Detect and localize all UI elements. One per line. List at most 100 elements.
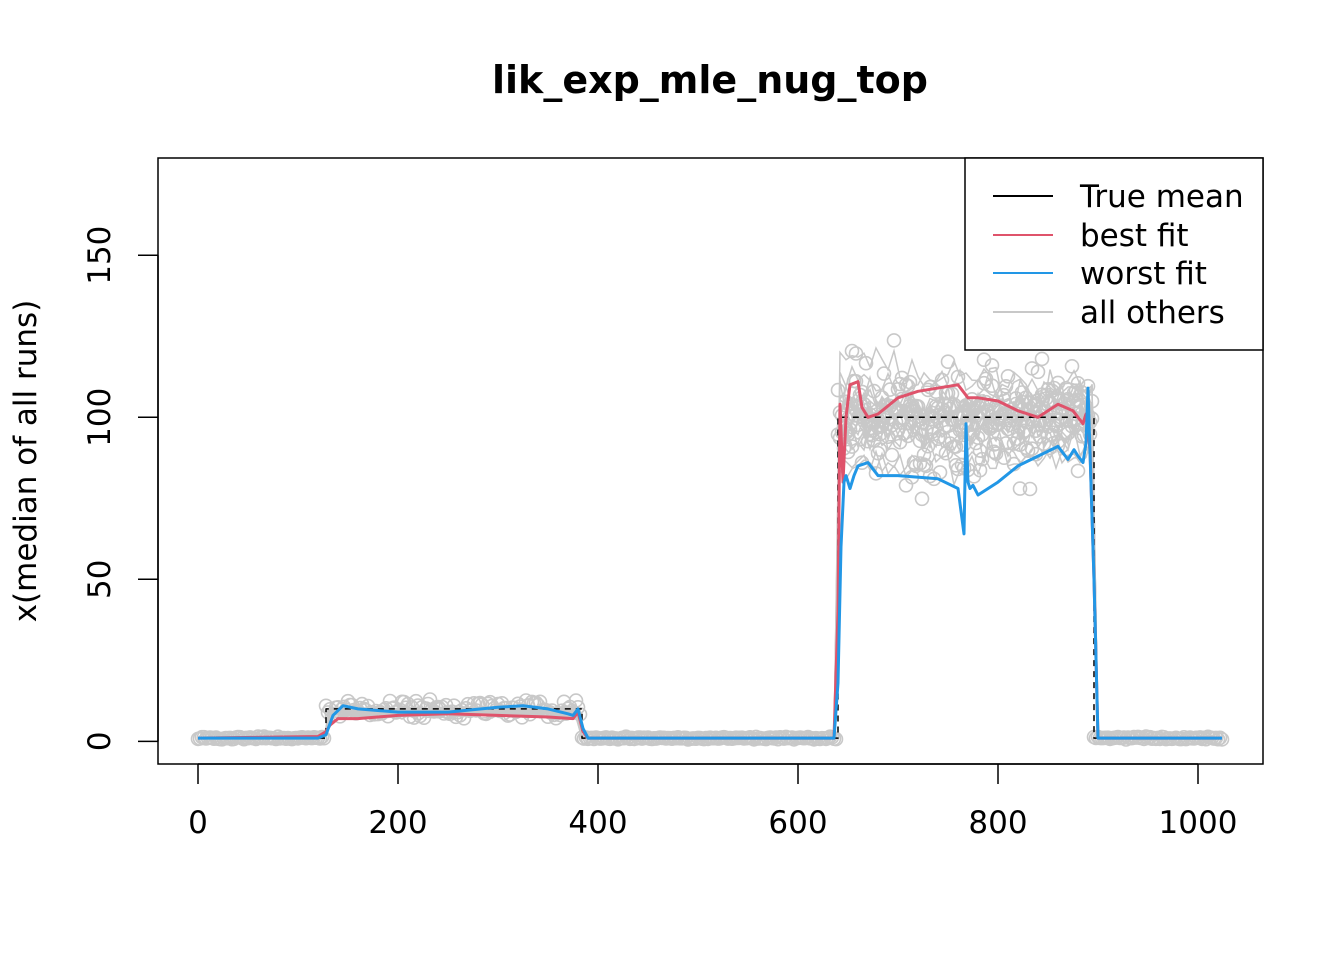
others-point: [858, 355, 874, 371]
others-point: [940, 354, 956, 370]
others-point: [1022, 481, 1038, 497]
others-point: [948, 439, 964, 454]
others-point: [1000, 368, 1016, 384]
others-point: [884, 447, 900, 463]
others-point: [1046, 380, 1062, 396]
others-point: [902, 398, 918, 414]
x-tick-label: 400: [568, 805, 627, 841]
others-point: [1050, 375, 1066, 391]
y-axis-label: x(median of all runs): [8, 300, 44, 623]
plot-content: [190, 333, 1230, 747]
others-point: [1052, 393, 1068, 409]
legend-label-best-fit: best fit: [1080, 218, 1189, 254]
chart-title: lik_exp_mle_nug_top: [492, 58, 928, 102]
others-point: [988, 446, 1004, 461]
others-point: [856, 406, 872, 422]
others-point: [1018, 440, 1034, 456]
others-point: [918, 458, 934, 474]
others-point: [874, 390, 890, 405]
others-point: [984, 378, 1000, 394]
others-point: [972, 443, 988, 458]
others-point: [898, 377, 914, 393]
others-line: [197, 410, 1219, 740]
others-point: [1070, 375, 1086, 391]
others-point: [872, 442, 888, 457]
others-point: [876, 366, 892, 381]
y-tick-label: 100: [82, 388, 118, 447]
others-point: [914, 427, 930, 443]
others-point: [906, 402, 922, 417]
series-true-mean: [198, 416, 1222, 739]
others-point: [1070, 463, 1086, 479]
legend-label-worst-fit: worst fit: [1080, 256, 1207, 292]
others-point: [886, 333, 902, 348]
others-point: [844, 343, 860, 359]
others-point: [366, 706, 382, 722]
others-point: [842, 422, 858, 437]
others-point: [982, 419, 998, 435]
others-point: [1040, 393, 1056, 409]
others-point: [902, 374, 918, 390]
legend-label-all-others: all others: [1080, 295, 1225, 331]
series-best-fit: [197, 380, 1222, 740]
others-line: [197, 414, 1219, 740]
axes: 0 200 400 600 800 1000 0 50 100 150: [82, 226, 1237, 841]
others-point: [984, 358, 1000, 373]
series-all-others: [190, 333, 1230, 747]
others-point: [1030, 364, 1046, 380]
others-point: [932, 429, 948, 444]
others-point: [1000, 421, 1016, 437]
others-point: [974, 451, 990, 467]
others-point: [900, 428, 916, 444]
others-point: [988, 436, 1004, 452]
legend-box: [964, 157, 1264, 351]
others-point: [1016, 423, 1032, 439]
x-tick-label: 800: [968, 805, 1027, 841]
others-line: [197, 395, 1219, 740]
others-point: [1020, 414, 1036, 430]
others-point: [916, 447, 932, 463]
others-line: [197, 436, 1219, 740]
y-tick-label: 150: [82, 226, 118, 285]
others-point: [1084, 393, 1100, 409]
others-point: [1058, 380, 1074, 396]
others-point: [936, 420, 952, 435]
others-point: [910, 399, 926, 414]
legend: True mean best fit worst fit all others: [964, 157, 1264, 351]
others-point: [830, 382, 846, 398]
others-point: [892, 376, 908, 392]
y-tick-label: 50: [82, 560, 118, 599]
others-point: [872, 426, 888, 442]
others-point: [990, 411, 1006, 427]
legend-label-true-mean: True mean: [1079, 179, 1244, 215]
others-point: [994, 408, 1010, 424]
others-line: [198, 416, 1219, 740]
others-point: [1034, 351, 1050, 367]
y-tick-label: 0: [82, 731, 118, 751]
others-point: [998, 378, 1014, 394]
others-point: [1012, 481, 1028, 496]
x-tick-label: 0: [188, 805, 208, 841]
x-tick-label: 600: [768, 805, 827, 841]
others-point: [1064, 358, 1080, 374]
others-point: [888, 414, 904, 430]
others-point: [920, 438, 936, 454]
others-point: [868, 466, 884, 481]
others-line: [197, 382, 1219, 740]
others-point: [918, 423, 934, 438]
others-point: [972, 462, 988, 478]
others-point: [966, 402, 982, 418]
others-point: [848, 346, 864, 361]
others-line: [197, 411, 1219, 740]
x-tick-label: 200: [368, 805, 427, 841]
others-point: [914, 491, 930, 507]
others-point: [568, 693, 584, 708]
others-point: [1038, 415, 1054, 430]
series-worst-fit: [198, 386, 1222, 740]
others-point: [930, 431, 946, 447]
others-point: [888, 404, 904, 419]
others-point: [922, 468, 938, 484]
others-point: [928, 384, 944, 400]
others-point: [1066, 385, 1082, 401]
